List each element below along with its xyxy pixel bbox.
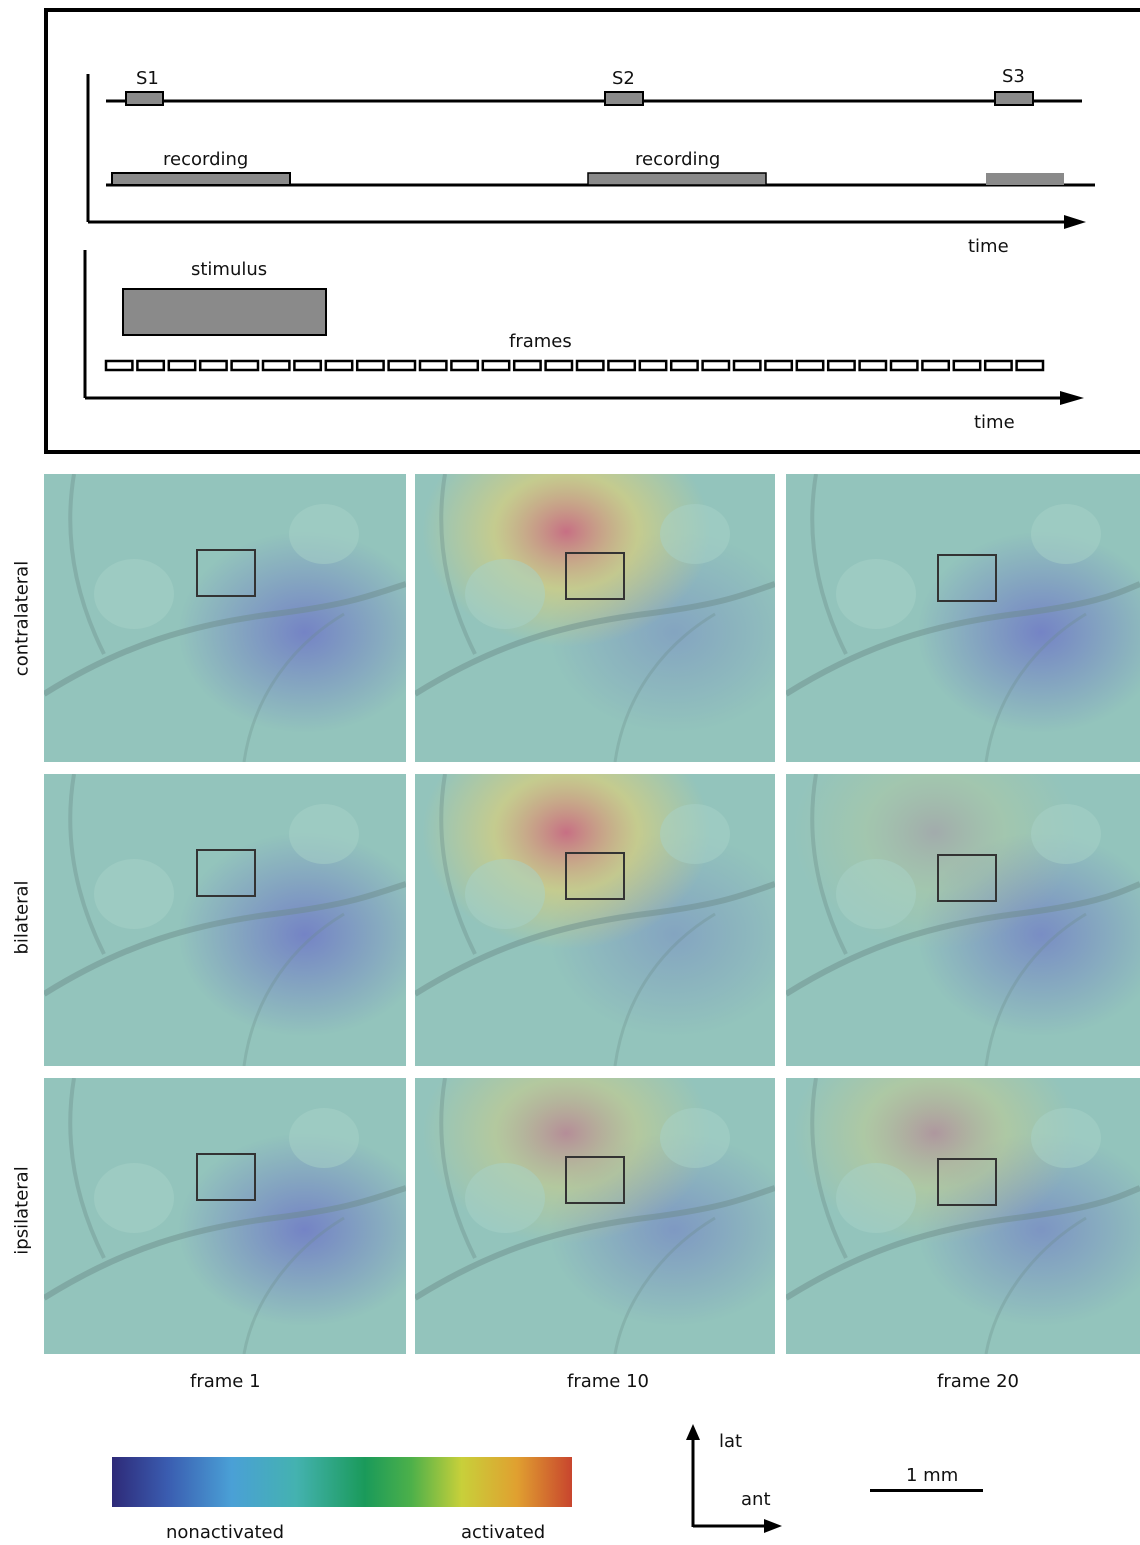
frame-box [889, 359, 919, 372]
orientation-label-ant: ant [741, 1489, 771, 1510]
recording-block-1 [111, 172, 291, 186]
frame-box [575, 359, 605, 372]
bottom-x-axis-arrow [1060, 391, 1084, 405]
frame-box [795, 359, 825, 372]
frame-box [481, 359, 511, 372]
frame-box [512, 359, 542, 372]
frame-box [418, 359, 448, 372]
timing-diagram-box [44, 8, 1140, 454]
stimulus-label: stimulus [191, 259, 268, 280]
frame-box [638, 359, 668, 372]
frame-box [387, 359, 417, 372]
frames-label: frames [509, 331, 572, 352]
frame-box [450, 359, 480, 372]
stimulus-marker-s3 [994, 91, 1034, 106]
frame-box [921, 359, 951, 372]
recording-label-2: recording [635, 149, 721, 170]
frame-box [858, 359, 888, 372]
lat-arrow-head [686, 1424, 700, 1440]
frame-box [826, 359, 856, 372]
recording-block-2 [587, 172, 767, 186]
frame-box [1015, 359, 1045, 372]
row-label-contralateral: contralateral [11, 560, 33, 677]
frame-box [544, 359, 574, 372]
frame-box [261, 359, 291, 372]
activation-map-contralateral-frame-1 [44, 474, 406, 762]
scale-bar-line [870, 1489, 983, 1492]
frames-row [104, 359, 1045, 372]
frame-box [607, 359, 637, 372]
colorbar-high-label: activated [461, 1522, 546, 1543]
frame-box [136, 359, 166, 372]
frame-box [764, 359, 794, 372]
frame-box [104, 359, 134, 372]
frame-box [952, 359, 982, 372]
activation-map-bilateral-frame-10 [415, 774, 775, 1066]
scale-bar-label: 1 mm [906, 1465, 959, 1486]
recording-label-1: recording [163, 149, 249, 170]
stimulus-block [122, 288, 327, 336]
frame-box [293, 359, 323, 372]
ant-arrow-head [764, 1519, 782, 1533]
frame-box [355, 359, 385, 372]
timing-diagram [83, 74, 1095, 405]
row-label-bilateral: bilateral [11, 880, 33, 955]
activation-map-bilateral-frame-20 [786, 774, 1140, 1066]
top-x-axis-arrow [1064, 215, 1086, 229]
frame-box [230, 359, 260, 372]
activation-map-contralateral-frame-10 [415, 474, 775, 762]
frame-box [732, 359, 762, 372]
stimulus-label-s3: S3 [1002, 66, 1025, 87]
stimulus-label-s2: S2 [612, 68, 635, 89]
activation-map-ipsilateral-frame-1 [44, 1078, 406, 1354]
column-label-frame-1: frame 1 [190, 1371, 261, 1392]
time-label-bottom: time [974, 412, 1015, 433]
time-label-top: time [968, 236, 1009, 257]
orientation-arrows [686, 1424, 782, 1533]
colorbar-low-label: nonactivated [166, 1522, 285, 1543]
activation-map-bilateral-frame-1 [44, 774, 406, 1066]
column-label-frame-10: frame 10 [567, 1371, 650, 1392]
activation-map-contralateral-frame-20 [786, 474, 1140, 762]
frame-box [324, 359, 354, 372]
stimulus-marker-s1 [125, 91, 164, 106]
frame-box [669, 359, 699, 372]
frame-box [983, 359, 1013, 372]
row-label-ipsilateral: ipsilateral [11, 1166, 33, 1255]
recording-block-3 [986, 173, 1064, 185]
activation-map-ipsilateral-frame-10 [415, 1078, 775, 1354]
color-scale-bar [112, 1457, 572, 1507]
stimulus-label-s1: S1 [136, 68, 159, 89]
frame-box [167, 359, 197, 372]
stimulus-marker-s2 [604, 91, 644, 106]
activation-map-ipsilateral-frame-20 [786, 1078, 1140, 1354]
frame-box [198, 359, 228, 372]
column-label-frame-20: frame 20 [937, 1371, 1020, 1392]
frame-box [701, 359, 731, 372]
orientation-label-lat: lat [719, 1431, 743, 1452]
